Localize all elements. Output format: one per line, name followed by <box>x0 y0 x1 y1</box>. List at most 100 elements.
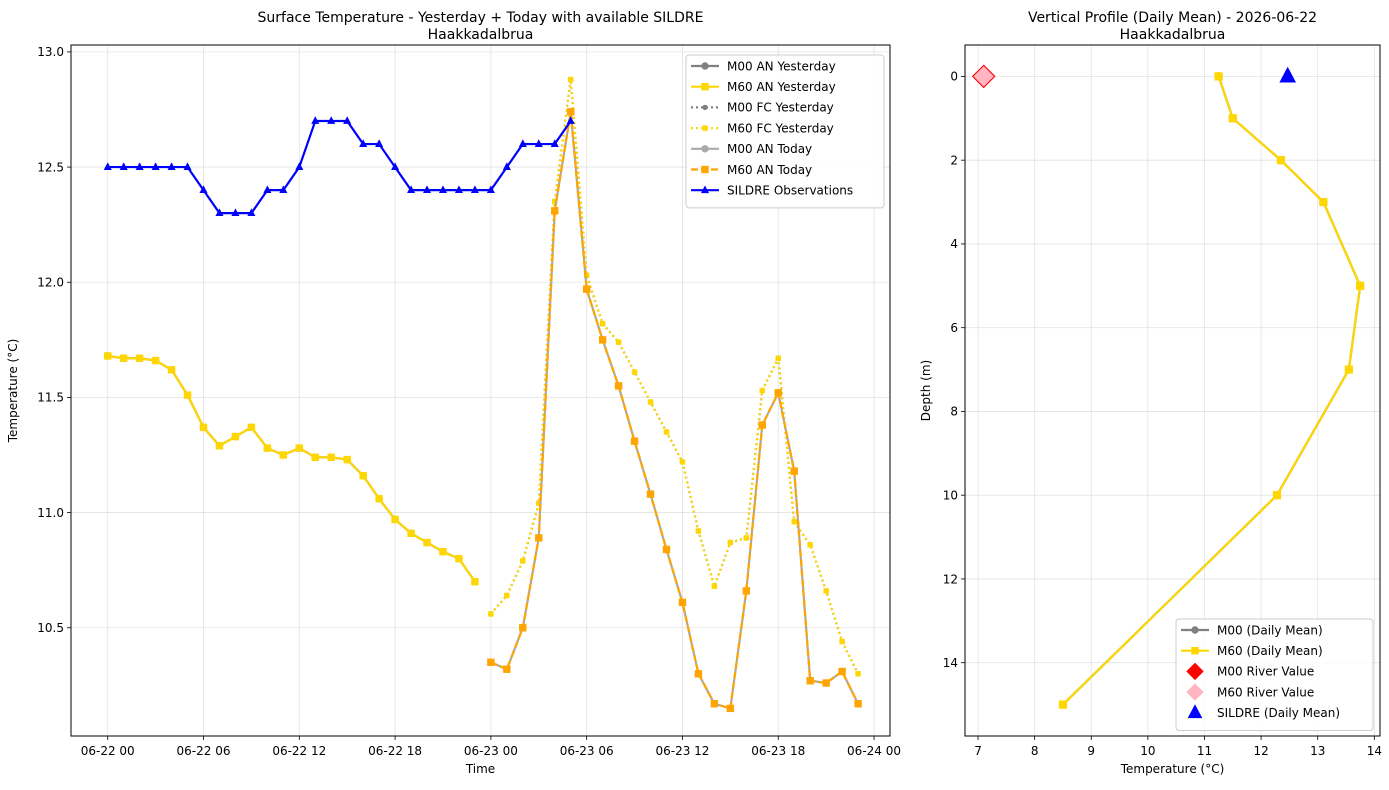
x-tick-label: 7 <box>974 744 982 758</box>
data-point <box>502 162 511 170</box>
data-point <box>694 670 703 678</box>
legend-marker <box>700 185 710 194</box>
data-point <box>647 399 654 405</box>
chart-subtitle: Haakkadalbrua <box>428 27 534 43</box>
data-point <box>518 139 527 147</box>
data-point <box>135 162 144 170</box>
data-point <box>487 658 495 666</box>
series-m60-river-value <box>971 64 996 89</box>
data-point <box>263 444 272 452</box>
series-m60-fc-yesterday <box>488 76 861 677</box>
y-tick-label: 10 <box>943 488 958 502</box>
legend-marker <box>1186 662 1204 681</box>
data-point <box>423 538 431 547</box>
legend-entry: M60 River Value <box>1186 683 1314 701</box>
data-point <box>1228 114 1237 123</box>
data-point <box>1319 197 1328 207</box>
data-point <box>231 208 240 217</box>
series-line <box>1062 76 1362 706</box>
x-tick-label: 06-24 00 <box>847 744 901 758</box>
data-point <box>247 423 256 432</box>
data-point <box>103 162 112 170</box>
data-point <box>520 558 526 564</box>
data-point <box>711 583 718 589</box>
series-m60-an-yesterday <box>104 352 479 586</box>
x-axis-label: Temperature (°C) <box>1120 762 1225 776</box>
x-tick-label: 10 <box>1140 744 1155 758</box>
data-point <box>151 162 160 170</box>
data-point <box>775 355 781 361</box>
data-point <box>247 208 256 217</box>
legend-marker <box>702 104 708 111</box>
chart-title: Vertical Profile (Daily Mean) - 2026-06-… <box>1028 10 1317 26</box>
legend-label: M00 River Value <box>1217 665 1314 679</box>
data-point <box>1058 700 1068 709</box>
data-point <box>568 76 574 83</box>
legend-entry: M60 AN Yesterday <box>691 80 836 94</box>
data-point <box>231 432 240 441</box>
data-point <box>407 185 416 194</box>
x-axis-ticks: 7 8 9 10 11 12 13 14 <box>974 736 1382 758</box>
series-line <box>107 119 572 215</box>
legend-marker <box>701 145 709 153</box>
vertical-profile-chart: 7 8 9 10 11 12 13 14 0 2 4 6 8 10 12 14 Vertical Profi… <box>919 10 1382 776</box>
legend-label: M00 AN Today <box>727 142 812 156</box>
data-point <box>119 354 128 362</box>
legend-entry: M00 (Daily Mean) <box>1181 623 1323 637</box>
data-point <box>758 421 766 429</box>
y-tick-label: 6 <box>950 321 958 335</box>
legend-entry: M60 (Daily Mean) <box>1181 644 1323 658</box>
y-tick-label: 4 <box>950 237 958 251</box>
x-tick-label: 13 <box>1310 744 1325 758</box>
y-tick-label: 14 <box>943 656 958 670</box>
data-point <box>567 108 575 116</box>
legend-box <box>685 54 885 209</box>
x-tick-label: 06-23 00 <box>464 744 518 758</box>
y-tick-label: 2 <box>950 153 958 167</box>
grid <box>965 45 1380 736</box>
data-point <box>470 185 479 194</box>
data-point <box>823 588 829 594</box>
legend-entry: M00 AN Today <box>691 142 812 156</box>
legend-label: M00 AN Yesterday <box>727 59 836 73</box>
legend: M00 (Daily Mean) M60 (Daily Mean) M00 Rive… <box>1175 618 1374 731</box>
data-point <box>838 667 846 676</box>
legend-label: M00 (Daily Mean) <box>1217 623 1323 637</box>
series-m00-an-yesterday <box>104 352 479 586</box>
series-line <box>107 354 476 583</box>
data-point <box>311 116 320 124</box>
data-point <box>391 515 399 524</box>
data-point <box>439 548 447 556</box>
legend-marker <box>701 165 709 174</box>
legend-entry: SILDRE Observations <box>691 184 853 198</box>
x-tick-label: 06-22 06 <box>177 744 231 758</box>
data-point <box>215 442 224 450</box>
y-tick-label: 11.0 <box>37 506 64 520</box>
data-point <box>662 545 671 554</box>
data-point <box>279 451 288 459</box>
data-point <box>806 677 814 685</box>
data-point <box>582 285 591 293</box>
y-tick-label: 0 <box>950 70 958 84</box>
legend-label: SILDRE (Daily Mean) <box>1217 706 1340 720</box>
chart-subtitle: Haakkadalbrua <box>1120 27 1226 43</box>
data-point <box>327 116 336 124</box>
legend-label: M60 AN Yesterday <box>727 80 836 94</box>
series-m60-daily-mean <box>1058 72 1365 709</box>
x-tick-label: 06-23 06 <box>560 744 614 758</box>
data-point <box>822 679 830 687</box>
data-point <box>455 554 463 563</box>
data-point <box>519 624 527 632</box>
data-point <box>199 423 208 432</box>
legend-label: SILDRE Observations <box>727 184 853 198</box>
legend-label: M60 AN Today <box>727 163 812 177</box>
data-point <box>167 162 176 170</box>
plot-frame <box>964 44 1381 737</box>
data-point <box>646 490 655 498</box>
series-sildre-observations <box>103 116 575 217</box>
y-tick-label: 12.0 <box>37 276 64 290</box>
data-point <box>551 207 559 215</box>
x-axis-label: Time <box>465 762 495 776</box>
data-point <box>631 369 638 375</box>
data-point <box>167 366 176 374</box>
